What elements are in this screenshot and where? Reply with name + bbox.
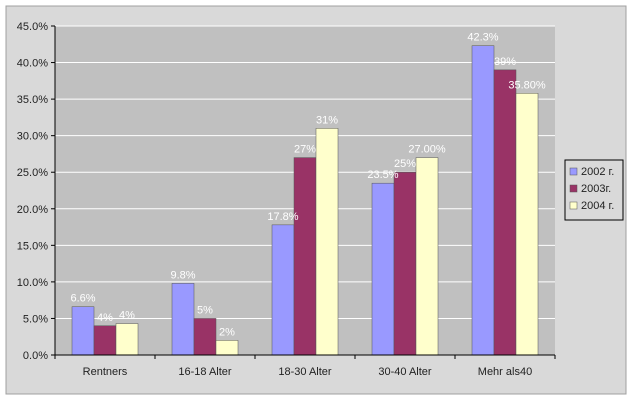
bar bbox=[293, 157, 317, 356]
y-tick-label: 40.0% bbox=[17, 58, 48, 70]
x-tick-label: Mehr als40 bbox=[478, 366, 532, 378]
data-label: 9.8% bbox=[170, 269, 195, 281]
legend-swatch bbox=[569, 201, 578, 210]
bar bbox=[493, 69, 517, 356]
y-tick-label: 20.0% bbox=[17, 204, 48, 216]
data-label: 35.80% bbox=[508, 79, 546, 91]
bar bbox=[115, 323, 139, 356]
bar bbox=[393, 171, 417, 356]
data-label: 27% bbox=[294, 144, 316, 156]
legend: 2002 г. 2003г. 2004 г. bbox=[564, 159, 624, 221]
legend-swatch bbox=[569, 184, 578, 193]
legend-label: 2002 г. bbox=[581, 166, 614, 178]
bar bbox=[71, 306, 95, 356]
bar bbox=[93, 325, 117, 356]
y-tick-label: 15.0% bbox=[17, 240, 48, 252]
bar bbox=[371, 182, 395, 356]
x-tick-label: Rentners bbox=[83, 366, 128, 378]
data-label: 5% bbox=[197, 304, 213, 316]
y-tick-label: 10.0% bbox=[17, 277, 48, 289]
bar bbox=[515, 93, 539, 356]
x-tick-label: 30-40 Alter bbox=[378, 366, 432, 378]
data-label: 4% bbox=[97, 312, 113, 324]
data-label: 25% bbox=[394, 158, 416, 170]
x-tick-label: 16-18 Alter bbox=[178, 366, 232, 378]
data-label: 17.8% bbox=[267, 211, 298, 223]
plot-area: 0.0% 5.0% 10.0% 15.0% 20.0% 25.0% 30.0% 35.0% 40… bbox=[17, 21, 556, 378]
legend-label: 2003г. bbox=[581, 183, 611, 195]
data-label: 2% bbox=[219, 326, 235, 338]
data-label: 27.00% bbox=[408, 144, 446, 156]
bar bbox=[271, 224, 295, 356]
bar bbox=[193, 318, 217, 356]
legend-swatch bbox=[569, 167, 578, 176]
data-label: 42.3% bbox=[467, 32, 498, 44]
y-tick-label: 5.0% bbox=[23, 313, 48, 325]
x-tick-label: 18-30 Alter bbox=[278, 366, 332, 378]
bar bbox=[415, 157, 439, 356]
bar bbox=[315, 128, 339, 356]
bar bbox=[471, 45, 495, 356]
y-tick-label: 25.0% bbox=[17, 167, 48, 179]
y-tick-label: 35.0% bbox=[17, 94, 48, 106]
bar bbox=[171, 283, 195, 356]
data-label: 39% bbox=[494, 56, 516, 68]
y-tick-label: 0.0% bbox=[23, 350, 48, 362]
data-label: 31% bbox=[316, 114, 338, 126]
data-label: 23.5% bbox=[367, 169, 398, 181]
data-label: 6.6% bbox=[70, 293, 95, 305]
data-label: 4% bbox=[119, 310, 135, 322]
legend-label: 2004 г. bbox=[581, 200, 614, 212]
bar bbox=[215, 340, 239, 356]
y-tick-label: 30.0% bbox=[17, 131, 48, 143]
y-tick-label: 45.0% bbox=[17, 21, 48, 33]
